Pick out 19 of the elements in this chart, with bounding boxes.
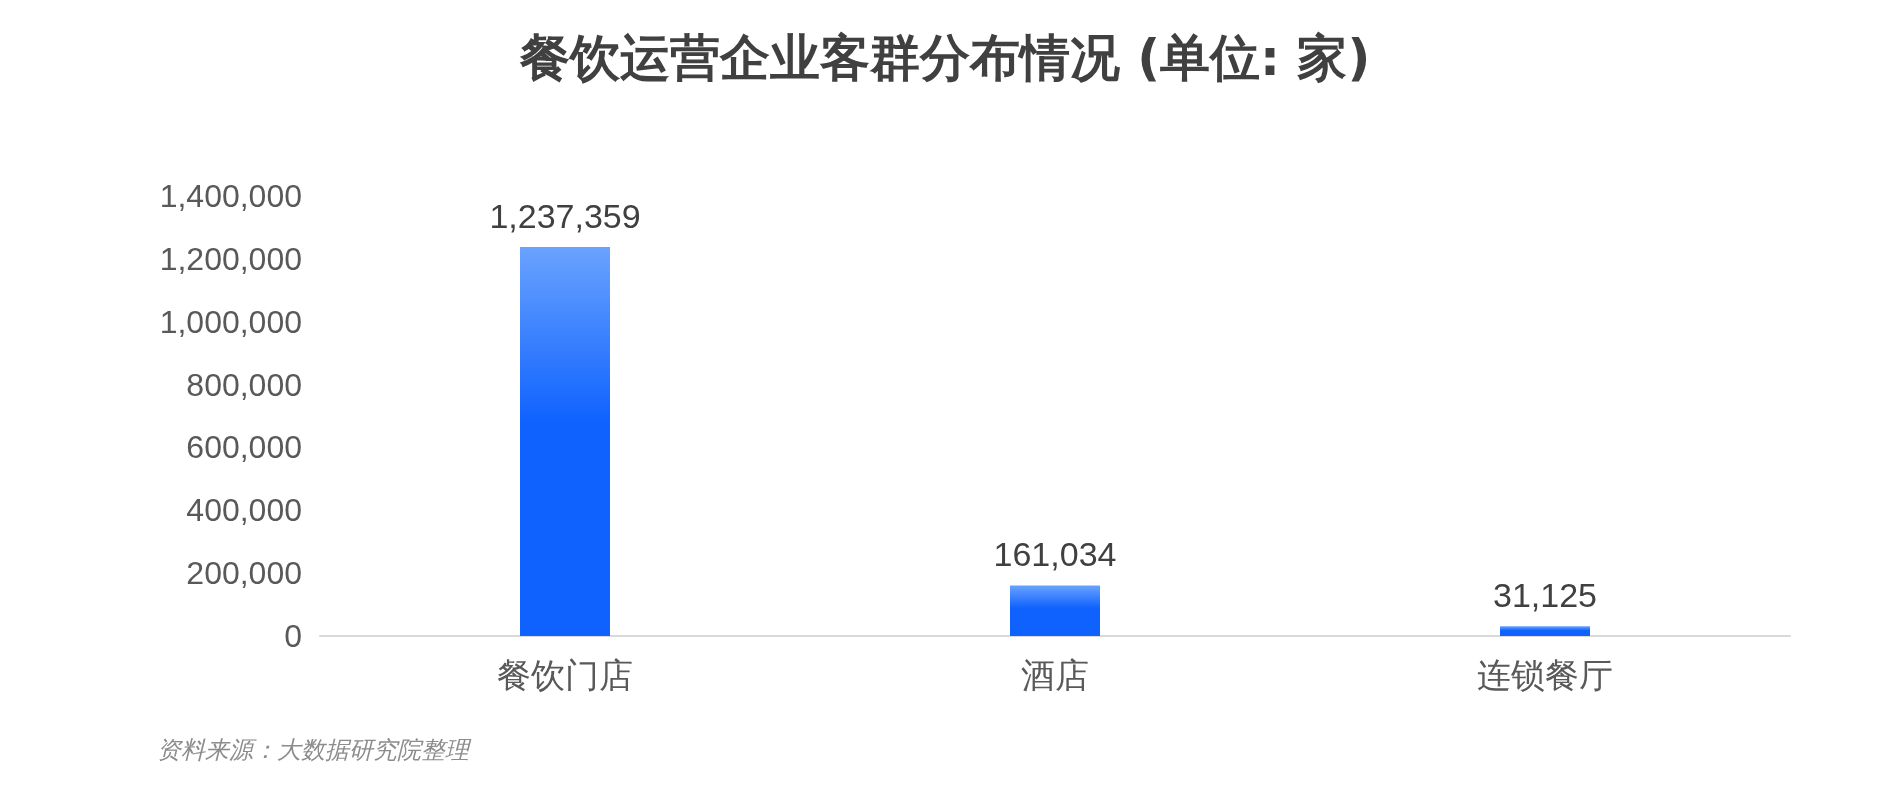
bar [520, 247, 610, 636]
data-label: 161,034 [993, 535, 1117, 574]
data-label: 31,125 [1493, 576, 1597, 615]
y-tick-label: 1,400,000 [159, 178, 302, 214]
y-tick-label: 0 [284, 618, 302, 654]
x-tick-label: 餐饮门店 [497, 655, 633, 695]
chart-title: 餐饮运营企业客群分布情况 (单位: 家) [518, 29, 1371, 87]
x-tick-label: 酒店 [1021, 655, 1089, 695]
x-tick-label: 连锁餐厅 [1477, 655, 1613, 695]
y-tick-label: 200,000 [186, 555, 302, 592]
y-tick-label: 1,000,000 [159, 303, 302, 340]
y-tick-label: 1,200,000 [159, 240, 302, 277]
y-tick-label: 800,000 [186, 366, 302, 403]
data-label: 1,237,359 [489, 197, 641, 236]
text: 资料来源：大数据研究院整理 [157, 736, 472, 764]
y-tick-label: 400,000 [186, 492, 302, 529]
bar [1010, 585, 1100, 636]
bar [1500, 626, 1590, 636]
y-tick-label: 600,000 [186, 429, 302, 466]
